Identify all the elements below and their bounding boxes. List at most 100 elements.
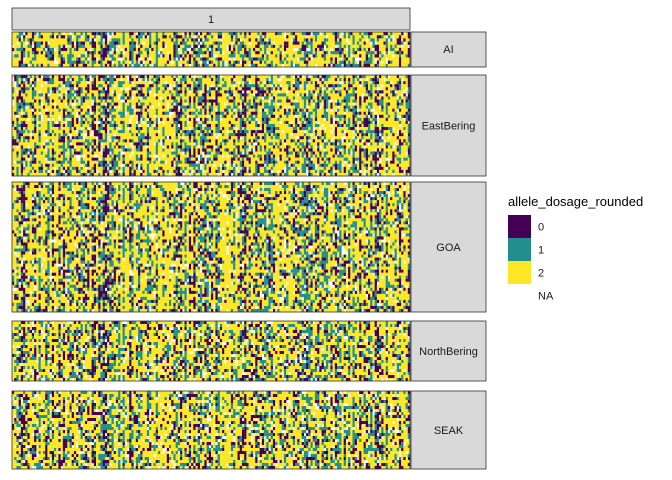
heatmap-cell — [193, 121, 195, 124]
heatmap-cell — [346, 42, 348, 45]
heatmap-cell — [196, 103, 198, 106]
heatmap-cell — [34, 93, 36, 96]
heatmap-cell — [244, 115, 246, 118]
heatmap-cell — [25, 103, 27, 106]
heatmap-cell — [229, 124, 231, 127]
heatmap-cell — [233, 112, 235, 115]
heatmap-cell — [218, 127, 220, 130]
heatmap-cell — [178, 121, 180, 124]
heatmap-cell — [204, 112, 206, 115]
heatmap-cell — [295, 118, 297, 121]
heatmap-cell — [61, 81, 63, 84]
heatmap-cell — [105, 90, 107, 93]
heatmap-cell — [406, 115, 408, 118]
heatmap-cell — [330, 87, 332, 90]
heatmap-cell — [184, 130, 186, 133]
heatmap-cell — [21, 57, 23, 60]
heatmap-cell — [145, 118, 147, 121]
heatmap-cell — [291, 35, 293, 38]
heatmap-cell — [260, 57, 262, 60]
heatmap-cell — [116, 121, 118, 124]
heatmap-cell — [112, 35, 114, 38]
heatmap-cell — [381, 57, 383, 60]
heatmap-cell — [92, 57, 94, 60]
heatmap-cell — [204, 38, 206, 41]
heatmap-cell — [381, 78, 383, 81]
heatmap-cell — [63, 112, 65, 115]
heatmap-cell — [187, 109, 189, 112]
heatmap-cell — [383, 121, 385, 124]
heatmap-cell — [297, 106, 299, 109]
heatmap-cell — [63, 96, 65, 99]
heatmap-cell — [30, 103, 32, 106]
heatmap-panel-eastbering — [12, 75, 410, 176]
heatmap-cell — [105, 57, 107, 60]
heatmap-cell — [142, 54, 144, 57]
heatmap-cell — [83, 93, 85, 96]
heatmap-cell — [355, 87, 357, 90]
heatmap-cell — [107, 54, 109, 57]
heatmap-cell — [129, 35, 131, 38]
heatmap-cell — [251, 32, 253, 35]
heatmap-cell — [96, 93, 98, 96]
heatmap-cell — [306, 96, 308, 99]
heatmap-cell — [30, 84, 32, 87]
heatmap-cell — [94, 124, 96, 127]
heatmap-cell — [395, 109, 397, 112]
heatmap-cell — [43, 124, 45, 127]
heatmap-cell — [23, 106, 25, 109]
heatmap-cell — [83, 130, 85, 133]
heatmap-cell — [375, 75, 377, 78]
heatmap-cell — [162, 118, 164, 121]
heatmap-cell — [231, 78, 233, 81]
heatmap-cell — [255, 61, 257, 64]
heatmap-cell — [275, 127, 277, 130]
heatmap-cell — [196, 127, 198, 130]
heatmap-cell — [361, 118, 363, 121]
heatmap-cell — [204, 48, 206, 51]
heatmap-cell — [266, 96, 268, 99]
heatmap-cell — [271, 57, 273, 60]
heatmap-cell — [377, 84, 379, 87]
heatmap-cell — [273, 48, 275, 51]
heatmap-cell — [366, 54, 368, 57]
heatmap-cell — [257, 57, 259, 60]
heatmap-cell — [85, 35, 87, 38]
heatmap-cell — [397, 121, 399, 124]
heatmap-cell — [344, 90, 346, 93]
heatmap-cell — [123, 124, 125, 127]
heatmap-cell — [211, 81, 213, 84]
heatmap-cell — [54, 51, 56, 54]
heatmap-cell — [87, 112, 89, 115]
heatmap-cell — [32, 96, 34, 99]
heatmap-cell — [173, 81, 175, 84]
heatmap-cell — [370, 54, 372, 57]
heatmap-cell — [78, 57, 80, 60]
heatmap-cell — [50, 42, 52, 45]
heatmap-cell — [21, 133, 23, 136]
heatmap-cell — [61, 54, 63, 57]
heatmap-cell — [213, 61, 215, 64]
heatmap-cell — [370, 45, 372, 48]
heatmap-cell — [78, 109, 80, 112]
heatmap-cell — [242, 103, 244, 106]
heatmap-cell — [54, 127, 56, 130]
heatmap-cell — [397, 45, 399, 48]
heatmap-cell — [50, 133, 52, 136]
heatmap-cell — [109, 103, 111, 106]
heatmap-cell — [67, 38, 69, 41]
heatmap-cell — [47, 57, 49, 60]
heatmap-cell — [34, 96, 36, 99]
heatmap-cell — [131, 38, 133, 41]
heatmap-cell — [140, 103, 142, 106]
heatmap-cell — [370, 103, 372, 106]
heatmap-cell — [34, 99, 36, 102]
heatmap-cell — [92, 81, 94, 84]
heatmap-cell — [282, 45, 284, 48]
heatmap-cell — [233, 99, 235, 102]
heatmap-cell — [103, 54, 105, 57]
heatmap-cell — [114, 38, 116, 41]
heatmap-cell — [361, 121, 363, 124]
heatmap-cell — [169, 48, 171, 51]
heatmap-cell — [406, 42, 408, 45]
